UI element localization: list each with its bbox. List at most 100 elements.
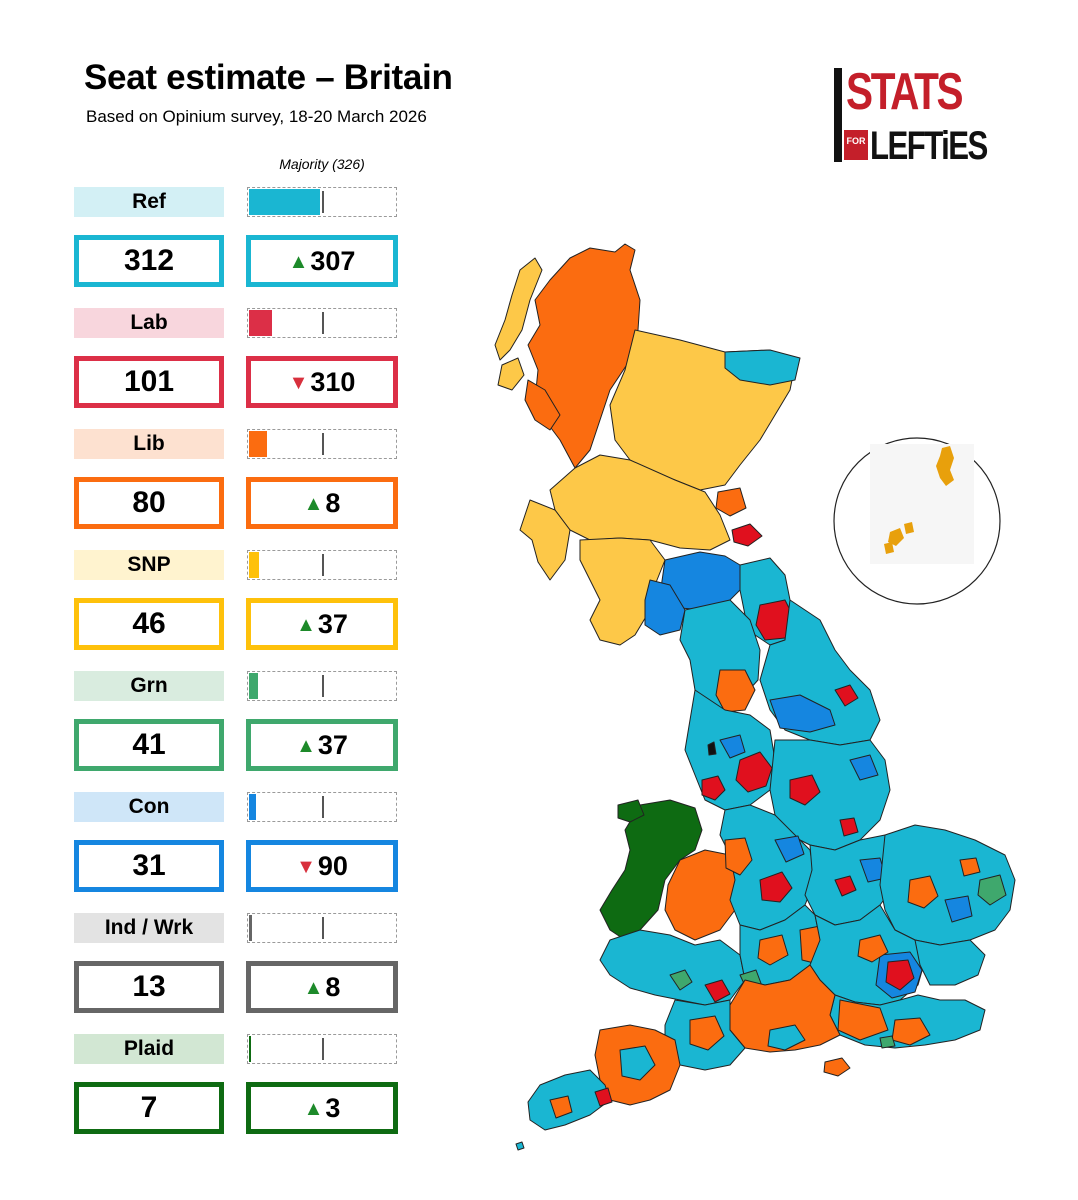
map-region-cardiff-lab bbox=[704, 979, 731, 1003]
map-region-scilly bbox=[515, 1141, 525, 1151]
map-region-herts-lib bbox=[857, 934, 889, 963]
seat-change-con: ▼90 bbox=[246, 840, 398, 892]
seat-count-grn: 41 bbox=[74, 719, 224, 771]
seat-change-snp: ▲37 bbox=[246, 598, 398, 650]
map-region-somerset-lib bbox=[689, 1015, 725, 1051]
map-region-anglesey bbox=[617, 799, 645, 823]
map-region-manchester-lab bbox=[735, 751, 773, 793]
seat-change-value: 8 bbox=[325, 972, 341, 1002]
map-region-plymouth-lab bbox=[594, 1087, 613, 1107]
seat-count-lab: 101 bbox=[74, 356, 224, 408]
map-region-suffolk-con bbox=[944, 895, 973, 923]
map-region-isle-of-wight bbox=[823, 1057, 851, 1077]
map-region-devon-ref bbox=[619, 1045, 656, 1081]
seat-change-plaid: ▲3 bbox=[246, 1082, 398, 1134]
seat-bar-track-snp bbox=[247, 550, 397, 580]
map-region-liverpool-lab bbox=[701, 775, 726, 801]
seat-change-value: 3 bbox=[325, 1093, 341, 1123]
shetland-orkney-inset bbox=[833, 437, 1001, 605]
map-region-cornwall-lib bbox=[549, 1095, 573, 1119]
party-label-ind-wrk: Ind / Wrk bbox=[74, 913, 224, 943]
britain-constituency-map bbox=[494, 243, 1016, 1151]
map-region-shropshire-lib bbox=[724, 837, 753, 876]
seat-count-ind-wrk: 13 bbox=[74, 961, 224, 1013]
stats-for-lefties-logo: STATS FOR LEFTiES bbox=[834, 63, 988, 168]
party-label-plaid: Plaid bbox=[74, 1034, 224, 1064]
majority-label: Majority (326) bbox=[279, 156, 365, 172]
map-region-norfolk-green bbox=[977, 874, 1007, 906]
seat-change-ref: ▲307 bbox=[246, 235, 398, 287]
map-region-sheffield-lab bbox=[789, 774, 821, 806]
map-region-east-anglia bbox=[879, 824, 1016, 946]
map-region-skye bbox=[497, 357, 525, 391]
map-region-lancs-con bbox=[719, 734, 746, 759]
page-title: Seat estimate – Britain bbox=[84, 58, 453, 97]
seat-change-value: 310 bbox=[310, 367, 356, 397]
majority-marker bbox=[322, 312, 324, 334]
seat-count-plaid: 7 bbox=[74, 1082, 224, 1134]
seat-bar-track-lab bbox=[247, 308, 397, 338]
seat-bar-fill-lab bbox=[249, 310, 272, 336]
down-arrow-icon: ▼ bbox=[288, 372, 309, 394]
map-region-lincs-con bbox=[849, 754, 879, 781]
map-region-london-lab bbox=[885, 959, 915, 991]
seat-change-value: 37 bbox=[317, 730, 348, 760]
party-label-con: Con bbox=[74, 792, 224, 822]
party-label-ref: Ref bbox=[74, 187, 224, 217]
seat-bar-track-ref bbox=[247, 187, 397, 217]
map-region-mid-wales-lib bbox=[664, 849, 741, 941]
seat-change-grn: ▲37 bbox=[246, 719, 398, 771]
map-region-birmingham-lab bbox=[759, 871, 793, 903]
seat-count-lib: 80 bbox=[74, 477, 224, 529]
majority-marker bbox=[322, 433, 324, 455]
seat-bar-fill-ind-wrk bbox=[249, 915, 252, 941]
map-region-cambs-lib bbox=[907, 875, 939, 909]
map-region-fife bbox=[715, 487, 747, 517]
up-arrow-icon: ▲ bbox=[296, 614, 316, 636]
seat-change-value: 307 bbox=[310, 246, 356, 276]
party-label-grn: Grn bbox=[74, 671, 224, 701]
map-region-lakes-lib bbox=[715, 669, 756, 713]
party-label-lab: Lab bbox=[74, 308, 224, 338]
majority-marker bbox=[322, 796, 324, 818]
seat-bar-track-lib bbox=[247, 429, 397, 459]
majority-marker bbox=[322, 675, 324, 697]
majority-marker bbox=[322, 554, 324, 576]
seat-change-value: 90 bbox=[317, 851, 348, 881]
map-region-dumfries bbox=[644, 579, 686, 636]
up-arrow-icon: ▲ bbox=[288, 251, 309, 273]
map-region-lincs-lab bbox=[839, 817, 859, 837]
seat-bar-track-grn bbox=[247, 671, 397, 701]
logo-stats-text: STATS bbox=[846, 63, 964, 121]
map-region-midlands-con bbox=[774, 835, 805, 863]
seat-bar-fill-plaid bbox=[249, 1036, 251, 1062]
map-region-western-isles bbox=[494, 257, 543, 361]
map-region-leicester-lab bbox=[834, 875, 857, 897]
map-region-shetland bbox=[936, 446, 954, 486]
seat-change-ind-wrk: ▲8 bbox=[246, 961, 398, 1013]
map-region-west-coast bbox=[524, 379, 561, 431]
logo-lefties-text: LEFTiES bbox=[870, 124, 988, 168]
page-subtitle: Based on Opinium survey, 18-20 March 202… bbox=[86, 107, 427, 126]
seat-count-con: 31 bbox=[74, 840, 224, 892]
map-region-yorkshire-con bbox=[769, 694, 836, 733]
seat-bar-fill-snp bbox=[249, 552, 259, 578]
map-region-brighton-green bbox=[879, 1035, 896, 1049]
seat-bar-fill-ref bbox=[249, 189, 320, 215]
majority-marker bbox=[322, 917, 324, 939]
party-label-lib: Lib bbox=[74, 429, 224, 459]
map-region-surrey-lib bbox=[837, 999, 889, 1041]
map-region-east-lothian bbox=[731, 523, 763, 547]
map-region-cotswolds-lib bbox=[757, 934, 789, 966]
map-region-ayrshire bbox=[579, 537, 666, 646]
map-region-york-lab bbox=[834, 684, 859, 707]
party-label-snp: SNP bbox=[74, 550, 224, 580]
seat-change-lib: ▲8 bbox=[246, 477, 398, 529]
map-region-argyll bbox=[519, 499, 571, 581]
majority-marker bbox=[322, 1038, 324, 1060]
seat-bar-track-plaid bbox=[247, 1034, 397, 1064]
map-region-blackpool-ind bbox=[707, 741, 717, 756]
map-region-dorset-ref bbox=[767, 1024, 806, 1051]
seat-count-snp: 46 bbox=[74, 598, 224, 650]
up-arrow-icon: ▲ bbox=[303, 1098, 324, 1120]
